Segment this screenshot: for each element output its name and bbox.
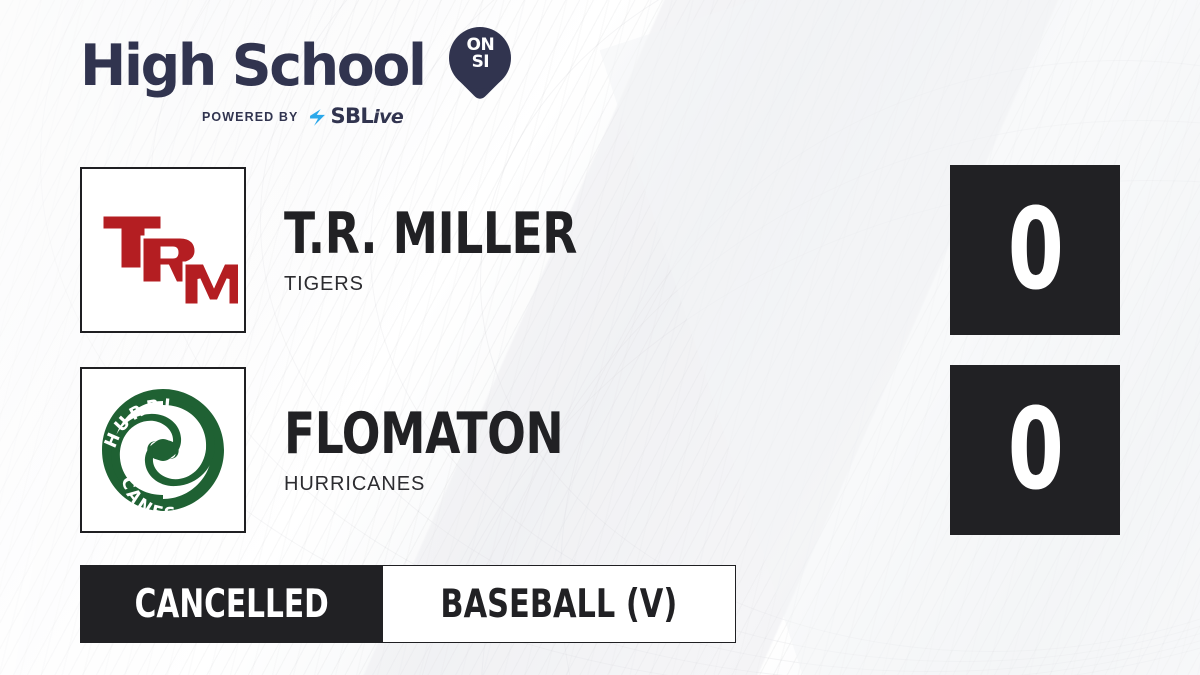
- score-box-home: 0: [950, 365, 1120, 535]
- sport-badge-label: BASEBALL (V): [440, 581, 678, 627]
- trm-monogram-logo: [100, 213, 238, 307]
- team-name-away: T.R. MILLER: [284, 200, 577, 267]
- team-row-home: HURRI CANES FLOMATON HURRICANES 0: [80, 365, 1120, 535]
- game-status-bar: CANCELLED BASEBALL (V): [80, 565, 737, 643]
- team-mascot-home: HURRICANES: [284, 472, 426, 495]
- powered-by-row: POWERED BY SBLive: [202, 106, 510, 128]
- status-badge-label: CANCELLED: [134, 581, 329, 627]
- score-value-away: 0: [1007, 185, 1063, 315]
- team-info-away: T.R. MILLER TIGERS: [284, 205, 950, 296]
- sblive-text-suffix: ive: [373, 106, 404, 128]
- on-si-pin-icon: ON SI: [449, 27, 512, 105]
- pin-body-shape: [449, 27, 512, 89]
- flomaton-hurricanes-logo: HURRI CANES: [101, 389, 224, 525]
- brand-title-row: High School ON SI: [80, 27, 512, 102]
- powered-by-label: POWERED BY: [202, 110, 299, 124]
- sport-badge: BASEBALL (V): [383, 565, 737, 643]
- high-school-wordmark: High School: [80, 32, 427, 99]
- team-logo-card-away: [80, 167, 246, 333]
- pin-label-si: SI: [471, 52, 490, 72]
- pin-label: ON SI: [449, 37, 511, 71]
- lightning-bolt-icon: [310, 108, 326, 126]
- team-name-home: FLOMATON: [284, 400, 564, 467]
- brand-lockup: High School ON SI POWERED BY SBLive: [80, 27, 512, 128]
- score-value-home: 0: [1007, 385, 1063, 515]
- sblive-text-main: SBL: [330, 104, 374, 128]
- sblive-wordmark: SBLive: [330, 106, 403, 128]
- score-box-away: 0: [950, 165, 1120, 335]
- team-row-away: T.R. MILLER TIGERS 0: [80, 165, 1120, 335]
- team-logo-card-home: HURRI CANES: [80, 367, 246, 533]
- team-mascot-away: TIGERS: [284, 272, 364, 295]
- team-info-home: FLOMATON HURRICANES: [284, 405, 950, 496]
- sblive-logo: SBLive: [307, 106, 404, 128]
- status-badge: CANCELLED: [80, 565, 384, 643]
